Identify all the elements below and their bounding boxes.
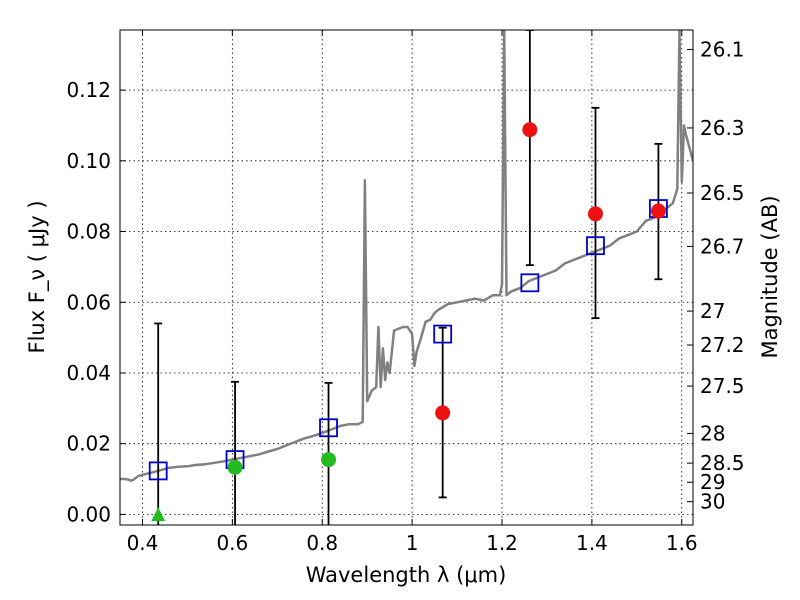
x-tick-label: 1 xyxy=(406,531,419,555)
y-axis-title: Flux F_ν ( μJy ) xyxy=(25,200,50,353)
right-axis-title: Magnitude (AB) xyxy=(758,195,782,358)
model-photometry-square xyxy=(520,273,540,293)
green-data-point xyxy=(321,452,337,468)
y-tick-label: 0.10 xyxy=(66,149,111,173)
y-tick-label: 0.04 xyxy=(66,361,111,385)
right-tick-label: 27.5 xyxy=(700,374,745,398)
right-tick-label: 28.5 xyxy=(700,451,745,475)
model-photometry-square xyxy=(319,418,338,438)
model-photometry-square xyxy=(586,236,605,256)
y-tick-label: 0.12 xyxy=(66,78,111,102)
red-data-point xyxy=(587,206,603,222)
y-tick-label: 0.02 xyxy=(66,432,111,456)
y-tick-label: 0.06 xyxy=(66,290,111,314)
right-tick-label: 28 xyxy=(700,421,725,445)
right-tick-label: 26.7 xyxy=(700,234,745,258)
x-axis-title: Wavelength λ (μm) xyxy=(306,563,507,587)
x-tick-label: 1.2 xyxy=(486,531,518,555)
green-data-point xyxy=(227,459,243,475)
model-photometry-square xyxy=(433,324,453,344)
plot-frame xyxy=(119,29,694,526)
x-tick-label: 1.6 xyxy=(666,531,698,555)
right-tick-label: 26.3 xyxy=(700,116,745,140)
x-tick-label: 0.6 xyxy=(216,531,248,555)
right-tick-label: 29 xyxy=(700,470,725,494)
right-tick-label: 27 xyxy=(700,299,725,323)
axis-ticks: 0.4 0.6 0.8 1 1.2 1.4 1.6 0.00 0.02 0.04 0.06 0.08 0… xyxy=(66,30,745,555)
model-photometry-square xyxy=(148,461,168,481)
model-spectrum-line xyxy=(120,30,693,483)
plot-area xyxy=(120,30,693,525)
red-data-point xyxy=(650,203,666,219)
right-tick-label: 27.2 xyxy=(700,333,745,357)
x-tick-label: 0.8 xyxy=(306,531,338,555)
right-tick-label: 26.1 xyxy=(700,37,745,61)
red-data-point xyxy=(522,122,538,138)
clipped-data xyxy=(120,30,693,525)
y-tick-label: 0.00 xyxy=(66,502,111,526)
right-tick-label: 26.5 xyxy=(700,181,745,205)
upper-limit-triangle xyxy=(151,507,166,522)
x-tick-label: 0.4 xyxy=(127,531,159,555)
y-tick-label: 0.08 xyxy=(66,220,111,244)
red-data-point xyxy=(435,405,451,421)
right-tick-label: 30 xyxy=(700,490,725,514)
x-tick-label: 1.4 xyxy=(576,531,608,555)
